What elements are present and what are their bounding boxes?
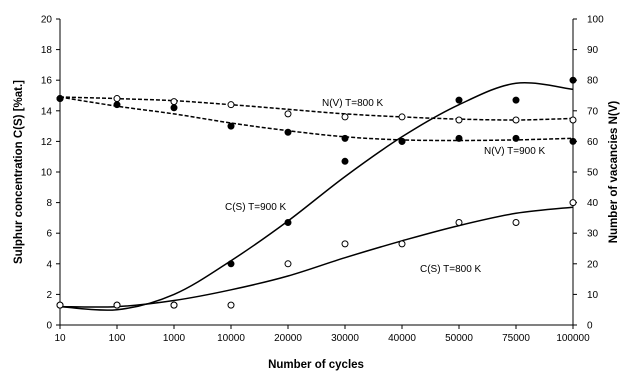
fit-curve-c-s-t-800-k <box>59 206 574 308</box>
y-right-tick-label: 60 <box>587 137 599 148</box>
y-right-tick-label: 0 <box>587 321 593 332</box>
point-c-s-t-900-k <box>512 96 520 104</box>
x-axis-title: Number of cycles <box>268 359 364 371</box>
y-right-tick-label: 10 <box>587 290 599 301</box>
point-c-s-t-800-k <box>284 260 292 268</box>
x-ticks: 10 100 1000 10000 20000 30000 40000 50000 75000 1… <box>54 325 590 344</box>
y-axis-left-title: Sulphur concentration C(S) [%at.] <box>13 80 25 264</box>
y-ticks-right: 0 10 20 30 40 50 60 70 80 90 100 <box>573 15 604 332</box>
y-right-tick-label: 50 <box>587 168 599 179</box>
fit-curve-n-v-t-900-k <box>59 96 574 142</box>
y-right-tick-label: 100 <box>587 15 604 26</box>
point-n-v-t-900-k <box>455 134 463 142</box>
x-tick-label: 30000 <box>331 333 359 344</box>
y-left-tick-label: 0 <box>46 321 52 332</box>
annotation-nv-800: N(V) T=800 K <box>322 98 384 109</box>
plot-frame <box>59 19 574 326</box>
point-n-v-t-800-k <box>227 101 235 109</box>
y-left-tick-label: 8 <box>46 198 52 209</box>
y-left-tick-label: 16 <box>41 76 53 87</box>
point-c-s-t-800-k <box>512 218 520 226</box>
point-c-s-t-800-k <box>56 301 64 309</box>
y-left-tick-label: 6 <box>46 229 52 240</box>
x-tick-label: 100 <box>109 333 126 344</box>
point-c-s-t-900-k <box>455 96 463 104</box>
point-n-v-t-900-k <box>113 101 121 109</box>
y-right-tick-label: 40 <box>587 198 599 209</box>
x-tick-label: 10 <box>54 333 66 344</box>
point-c-s-t-800-k <box>569 199 577 207</box>
point-c-s-t-900-k <box>284 218 292 226</box>
point-n-v-t-900-k <box>569 137 577 145</box>
y-left-tick-label: 18 <box>41 45 53 56</box>
point-n-v-t-800-k <box>170 98 178 106</box>
y-right-tick-label: 70 <box>587 106 599 117</box>
point-c-s-t-800-k <box>227 301 235 309</box>
point-c-s-t-800-k <box>398 240 406 248</box>
point-n-v-t-900-k <box>512 134 520 142</box>
fit-curve-c-s-t-900-k <box>59 82 574 311</box>
data-points <box>56 76 577 309</box>
point-n-v-t-900-k <box>341 134 349 142</box>
point-n-v-t-900-k <box>227 122 235 130</box>
y-left-tick-label: 10 <box>41 168 53 179</box>
point-c-s-t-800-k <box>170 301 178 309</box>
y-left-tick-label: 2 <box>46 290 52 301</box>
point-n-v-t-800-k <box>284 110 292 118</box>
annotation-cs-800: C(S) T=800 K <box>420 264 482 275</box>
point-c-s-t-900-k <box>227 260 235 268</box>
annotation-cs-900: C(S) T=900 K <box>225 202 287 213</box>
y-left-tick-label: 4 <box>46 259 52 270</box>
y-right-tick-label: 20 <box>587 259 599 270</box>
point-n-v-t-800-k <box>569 116 577 124</box>
x-tick-label: 20000 <box>274 333 302 344</box>
y-left-tick-label: 12 <box>41 137 53 148</box>
point-n-v-t-800-k <box>455 116 463 124</box>
point-n-v-t-800-k <box>113 95 121 103</box>
point-n-v-t-900-k <box>170 104 178 112</box>
x-tick-label: 75000 <box>502 333 530 344</box>
point-n-v-t-900-k <box>398 137 406 145</box>
y-axis-right-title: Number of vacancies N(V) <box>608 101 620 244</box>
y-right-tick-label: 80 <box>587 76 599 87</box>
x-tick-label: 40000 <box>388 333 416 344</box>
fit-curve-n-v-t-800-k <box>59 96 574 121</box>
x-tick-label: 10000 <box>217 333 245 344</box>
point-n-v-t-800-k <box>512 116 520 124</box>
x-tick-label: 1000 <box>163 333 186 344</box>
y-right-tick-label: 30 <box>587 229 599 240</box>
point-c-s-t-800-k <box>341 240 349 248</box>
point-n-v-t-800-k <box>341 113 349 121</box>
point-c-s-t-800-k <box>113 301 121 309</box>
fit-curves <box>59 82 574 311</box>
x-tick-label: 100000 <box>556 333 590 344</box>
point-n-v-t-900-k <box>56 95 64 103</box>
point-c-s-t-900-k <box>569 76 577 84</box>
y-ticks-left: 0 2 4 6 8 10 12 14 16 18 20 <box>41 15 60 332</box>
x-tick-label: 50000 <box>445 333 473 344</box>
point-c-s-t-800-k <box>455 218 463 226</box>
point-c-s-t-900-k <box>341 157 349 165</box>
annotation-nv-900: N(V) T=900 K <box>484 146 546 157</box>
point-n-v-t-800-k <box>398 113 406 121</box>
y-left-tick-label: 14 <box>41 106 53 117</box>
y-left-tick-label: 20 <box>41 15 53 26</box>
point-n-v-t-900-k <box>284 128 292 136</box>
y-right-tick-label: 90 <box>587 45 599 56</box>
